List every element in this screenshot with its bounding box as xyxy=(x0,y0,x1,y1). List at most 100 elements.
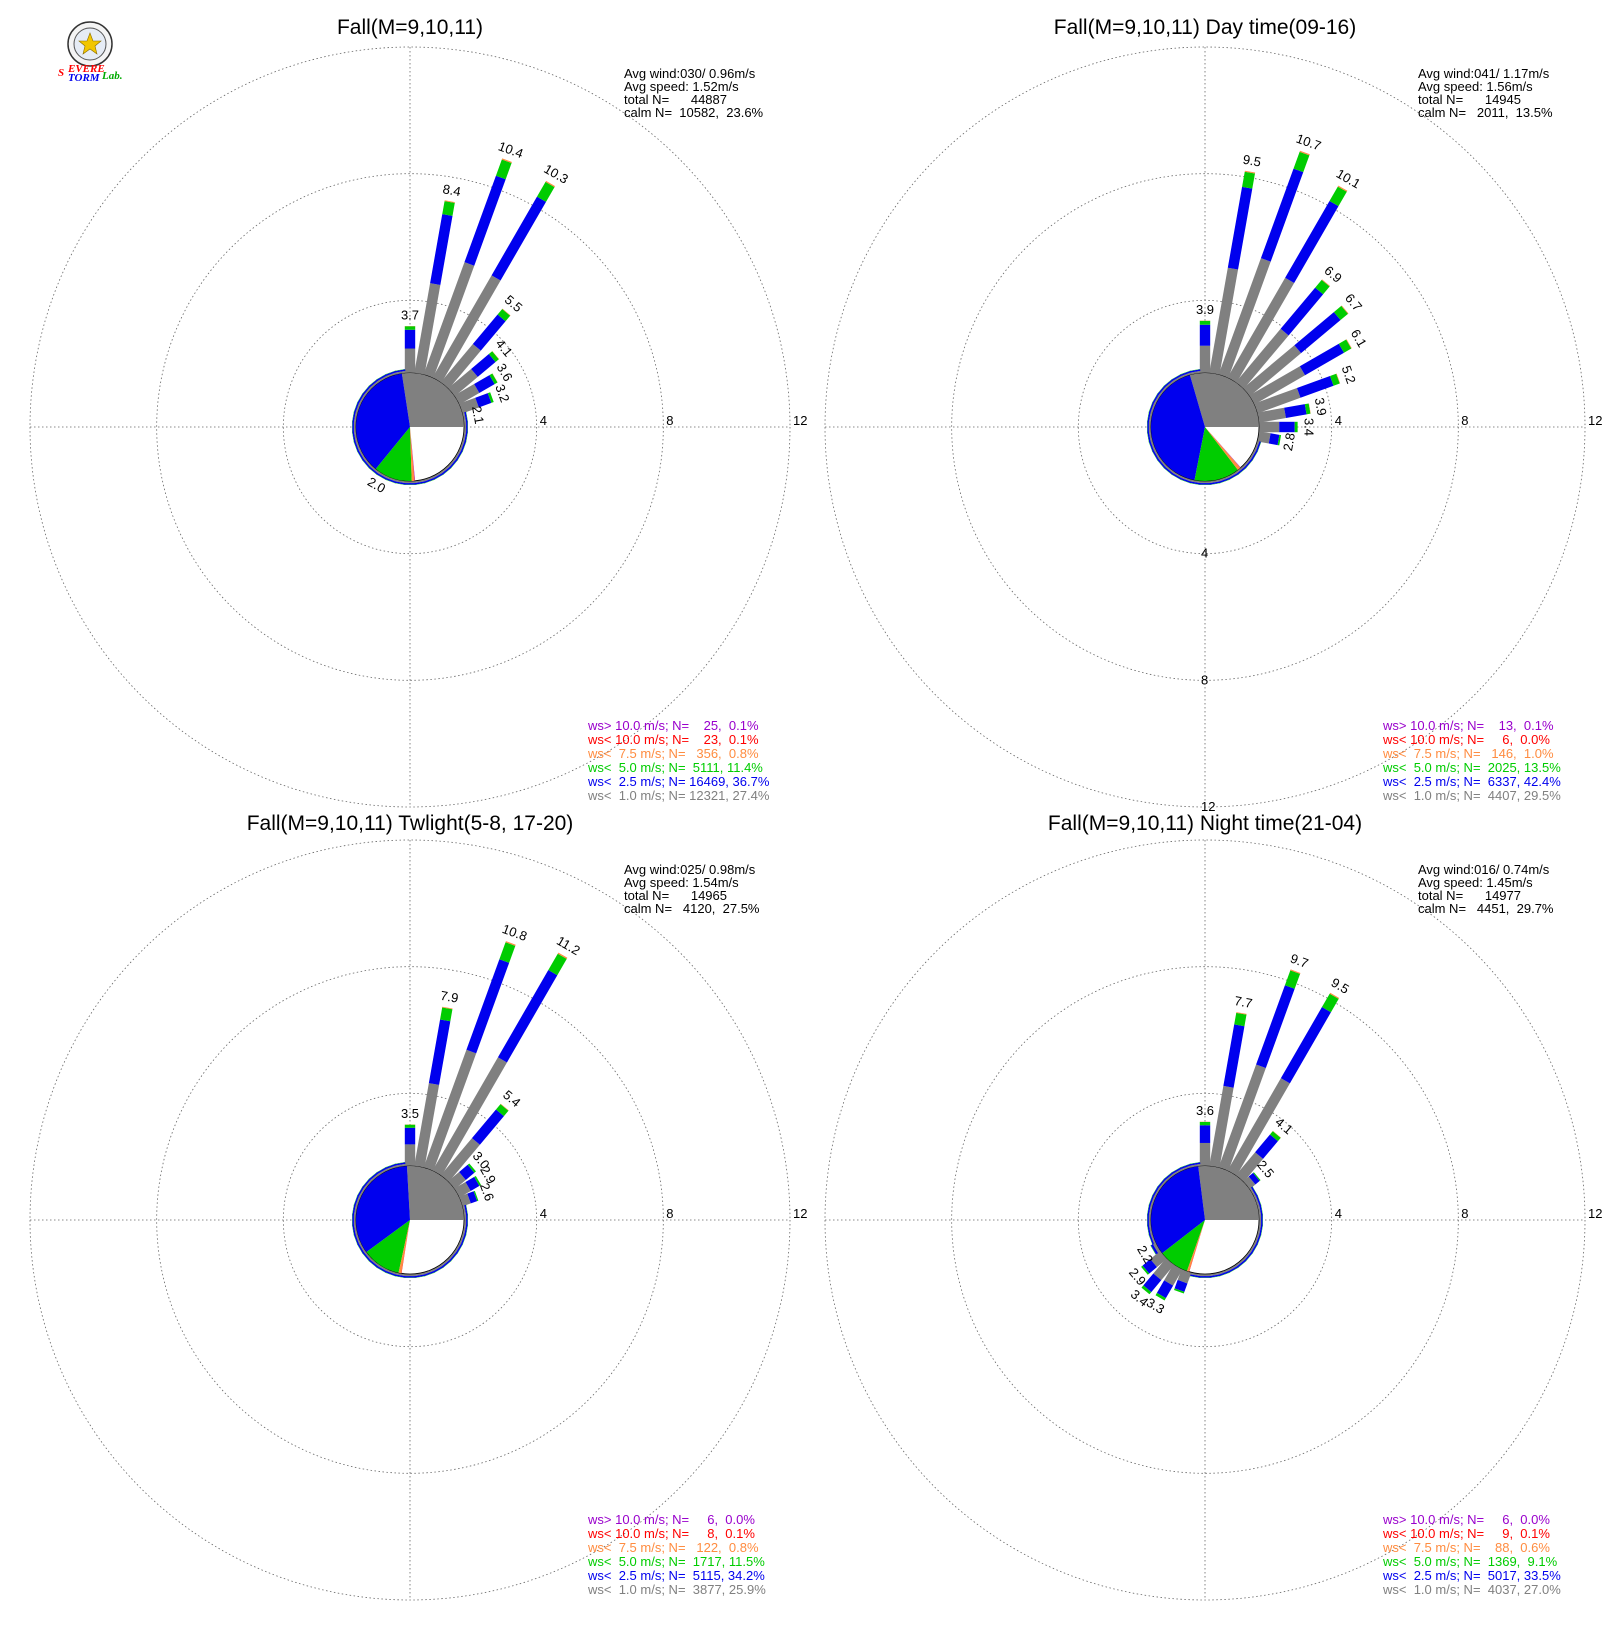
bar-segment-lt5 xyxy=(473,1190,479,1202)
bar-segment-lt1 xyxy=(1148,1205,1153,1216)
bar-segment-lt25 xyxy=(464,175,506,266)
bar-segment-lt1 xyxy=(1180,475,1192,482)
bar-segment-lt5 xyxy=(368,467,377,475)
bar-segment-lt1 xyxy=(414,1272,425,1277)
bar-segment-lt5 xyxy=(1147,411,1150,423)
info-line: Avg wind:041/ 1.17m/s xyxy=(1418,66,1550,81)
bar-segment-lt1 xyxy=(1150,1250,1167,1268)
legend-entry: ws< 7.5 m/s; N= 122, 0.8% xyxy=(587,1540,759,1555)
bar-segment-lt25 xyxy=(1174,1279,1188,1292)
bar-segment-lt1 xyxy=(464,1214,467,1226)
bar-value-label: 3.9 xyxy=(1312,396,1330,416)
severe-storm-lab-logo: S EVERE TORM Lab. xyxy=(58,21,122,84)
bar-segment-lt5 xyxy=(1163,1172,1172,1180)
bar-segment-lt5 xyxy=(362,1253,370,1262)
bar-segment-lt1 xyxy=(358,1242,366,1253)
bar-segment-lt1 xyxy=(377,1168,388,1176)
bar-value-label: 3.6 xyxy=(1196,1103,1214,1118)
bar-value-label: 8.4 xyxy=(442,181,462,199)
bar-segment-lt25 xyxy=(1237,466,1247,475)
bar-segment-lt5 xyxy=(467,1163,476,1173)
bar-segment-lt1 xyxy=(454,1181,471,1198)
bar-segment-lt5 xyxy=(368,379,377,387)
bar-segment-lt1 xyxy=(1190,1272,1201,1277)
bar-segment-lt5 xyxy=(414,482,426,485)
bar-segment-lt25 xyxy=(474,375,495,393)
bar-segment-lt25 xyxy=(357,1243,365,1254)
bar-segment-lt25 xyxy=(1209,481,1221,485)
bar-segment-lt1 xyxy=(1148,431,1153,442)
bar-segment-lt5 xyxy=(357,393,363,403)
bar-segment-lt5 xyxy=(1252,451,1258,461)
bar-segment-lt25 xyxy=(394,1274,406,1278)
bar-segment-lt1 xyxy=(369,465,380,474)
windrose-panel-3: 4 8 123.57.910.811.25.43.02.92.6Fall(M=9,1… xyxy=(29,812,807,1601)
bar-segment-lt25 xyxy=(464,1204,468,1216)
bar-segment-lt1 xyxy=(454,383,480,405)
bar-segment-lt5 xyxy=(1171,374,1181,380)
bar-segment-lt25 xyxy=(1147,431,1151,443)
bar-segment-lt5 xyxy=(1157,460,1165,469)
bar-segment-lt25 xyxy=(357,393,365,404)
bar-segment-lt25 xyxy=(1280,1007,1331,1084)
ring-label-east: 12 xyxy=(793,413,807,428)
bar-segment-lt1 xyxy=(1218,1268,1230,1275)
bar-segment-lt1 xyxy=(353,412,358,423)
bar-segment-lt1 xyxy=(1227,471,1238,479)
bar-segment-lt1 xyxy=(462,412,467,423)
bar-segment-lt1 xyxy=(1158,386,1167,397)
legend-entry: ws< 2.5 m/s; N= 5115, 34.2% xyxy=(587,1568,765,1583)
bar-segment-lt1 xyxy=(404,1144,416,1166)
pie-slice-lt25 xyxy=(1150,375,1205,480)
bar-segment-lt25 xyxy=(1150,1244,1159,1255)
bar-segment-lt25 xyxy=(471,1109,504,1145)
bar-segment-lt1 xyxy=(1153,1258,1175,1281)
bar-segment-lt5 xyxy=(376,1167,386,1173)
bar-segment-lt25 xyxy=(352,1214,354,1226)
bar-segment-lt5 xyxy=(1180,370,1191,375)
bar-segment-lt5 xyxy=(474,1175,482,1186)
bar-segment-lt1 xyxy=(414,479,425,484)
bar-segment-lt1 xyxy=(1180,1165,1192,1172)
legend-entry: ws> 10.0 m/s; N= 25, 0.1% xyxy=(587,718,759,733)
bar-value-label: 7.7 xyxy=(1233,993,1253,1011)
bar-segment-lt1 xyxy=(1172,471,1183,479)
bar-segment-lt75 xyxy=(500,1103,509,1111)
bar-segment-lt25 xyxy=(352,1204,356,1216)
bar-segment-lt1 xyxy=(414,283,441,375)
info-line: total N= 14977 xyxy=(1418,888,1521,903)
bar-segment-lt1 xyxy=(377,1264,388,1272)
bar-segment-lt1 xyxy=(1158,457,1167,468)
bar-segment-lt5 xyxy=(442,201,455,216)
bar-segment-lt5 xyxy=(1152,393,1158,403)
bar-segment-lt5 xyxy=(443,1260,452,1268)
bar-segment-lt25 xyxy=(352,411,356,423)
bar-segment-lt1 xyxy=(353,1205,358,1216)
legend-entry: ws< 10.0 m/s; N= 8, 0.1% xyxy=(587,1526,755,1541)
bar-segment-lt25 xyxy=(1255,1234,1261,1245)
bar-segment-lt1 xyxy=(423,1268,435,1275)
bar-segment-lt1 xyxy=(454,449,462,460)
bar-segment-lt5 xyxy=(462,1234,467,1245)
bar-segment-lt25 xyxy=(1171,472,1182,480)
legend-entry: ws> 10.0 m/s; N= 13, 0.1% xyxy=(1382,718,1554,733)
bar-segment-lt5 xyxy=(1189,1162,1201,1165)
bar-segment-lt1 xyxy=(1152,1242,1161,1254)
bar-segment-lt5 xyxy=(497,309,511,322)
bar-segment-lt5 xyxy=(385,1272,396,1277)
bar-segment-lt1 xyxy=(395,479,406,484)
bar-segment-lt75 xyxy=(1244,170,1256,174)
bar-segment-lt25 xyxy=(1284,404,1307,419)
bar-segment-lt1 xyxy=(1148,412,1153,423)
ring-label-east: 4 xyxy=(1335,1206,1342,1221)
bar-segment-lt25 xyxy=(1147,1224,1151,1236)
bar-segment-lt25 xyxy=(1147,1204,1151,1216)
bar-segment-lt25 xyxy=(1152,393,1160,404)
bar-segment-lt5 xyxy=(537,181,555,202)
bar-segment-lt5 xyxy=(376,474,386,480)
bar-segment-lt25 xyxy=(362,385,371,395)
bar-segment-lt1 xyxy=(448,457,457,468)
bar-value-label: 2.8 xyxy=(1280,432,1298,452)
bar-segment-lt5 xyxy=(352,1224,355,1236)
bar-segment-lt25 xyxy=(459,1164,475,1180)
